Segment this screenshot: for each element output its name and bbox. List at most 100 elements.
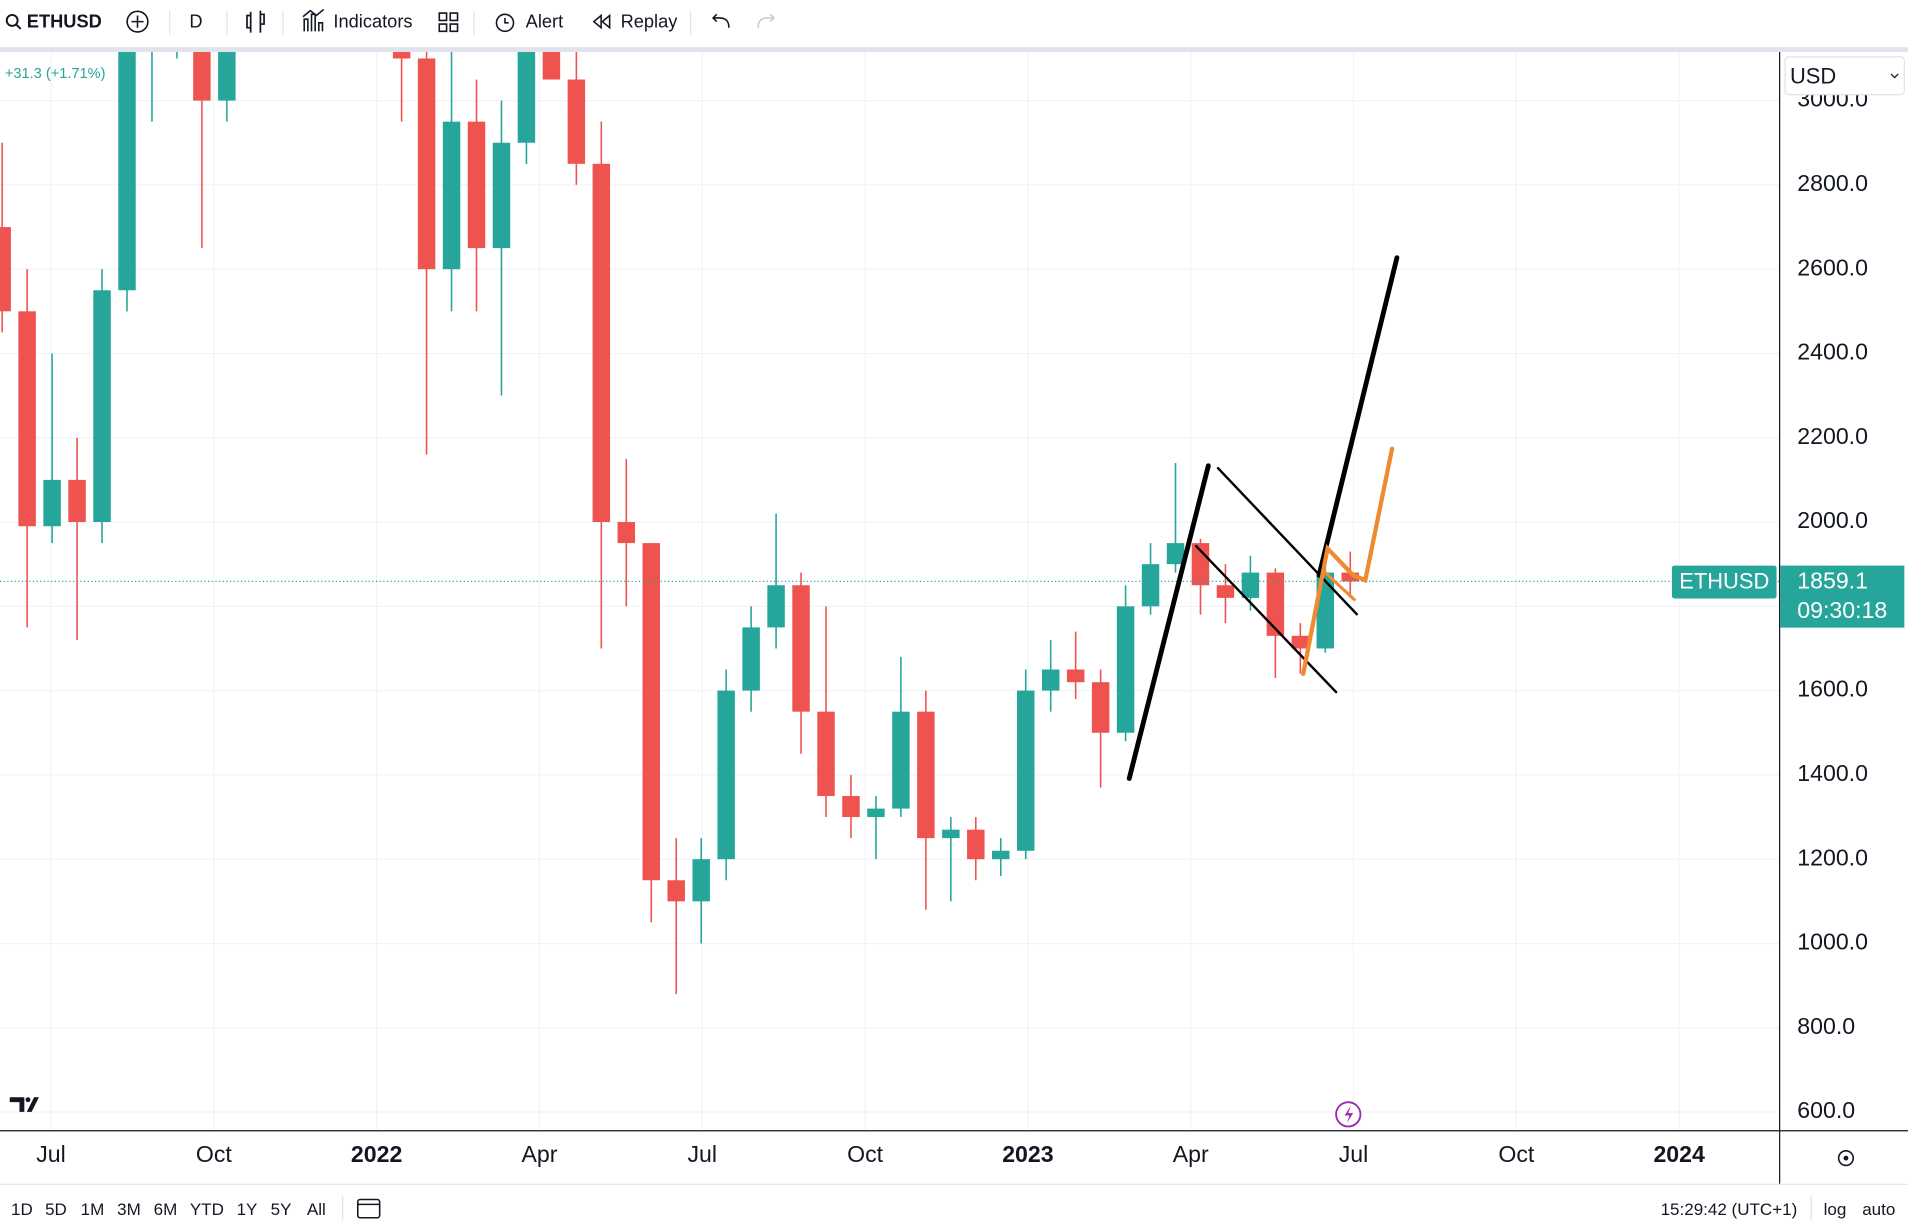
date-range-button[interactable] — [356, 1198, 381, 1219]
timeframe-button[interactable]: YTD — [190, 1200, 224, 1219]
projection-line — [1321, 568, 1356, 602]
candle-body — [742, 627, 760, 691]
undo-button[interactable] — [711, 13, 730, 28]
compare-button[interactable] — [126, 10, 149, 33]
candle-body — [118, 52, 136, 291]
x-tick-label: Oct — [847, 1141, 884, 1167]
candle-body — [93, 290, 111, 523]
timeframe-button[interactable]: 5Y — [271, 1200, 292, 1219]
candle-body — [842, 795, 860, 818]
time-axis — [0, 1131, 1780, 1183]
price-change: +31.3 (+1.71%) — [5, 66, 106, 82]
candle-body — [218, 52, 236, 101]
x-tick-label: Oct — [1498, 1141, 1535, 1167]
redo-button[interactable] — [757, 13, 776, 28]
drawings — [1126, 255, 1400, 781]
candle-body — [892, 711, 910, 809]
search-icon — [15, 23, 22, 30]
y-tick-label: 2400.0 — [1797, 339, 1868, 365]
clock: 15:29:42 (UTC+1) — [1661, 1200, 1798, 1219]
candle-body — [43, 479, 61, 527]
symbol-badge-label: ETHUSD — [1679, 568, 1769, 593]
candle-body — [967, 829, 985, 860]
timeframe-button[interactable]: 1Y — [237, 1200, 258, 1219]
x-tick-label: Jul — [36, 1141, 66, 1167]
candle-body — [517, 52, 536, 143]
countdown: 09:30:18 — [1797, 597, 1887, 623]
candle-body — [1166, 543, 1185, 565]
candle-body — [992, 850, 1010, 860]
candle-body — [817, 711, 835, 796]
timeframe-button[interactable]: 1M — [81, 1200, 105, 1219]
candle-body — [417, 58, 436, 270]
chart-type-button[interactable] — [246, 10, 265, 33]
x-tick-label: 2022 — [351, 1141, 402, 1167]
timeframe-button[interactable]: 1D — [11, 1200, 33, 1219]
candle-body — [692, 859, 710, 902]
timeframe-button[interactable]: 3M — [117, 1200, 141, 1219]
candle-body — [617, 522, 636, 544]
indicators-icon — [302, 8, 325, 32]
currency-select[interactable] — [1784, 56, 1905, 96]
x-tick-label: Jul — [687, 1141, 717, 1167]
replay-button[interactable]: Replay — [621, 11, 679, 32]
candle-body — [917, 711, 935, 839]
settings-icon — [1843, 1155, 1849, 1161]
candle-body — [1141, 564, 1160, 607]
candle-body — [0, 227, 11, 312]
candle-body — [942, 829, 960, 839]
symbol-badge — [1671, 565, 1777, 599]
candle-body — [867, 808, 885, 818]
channel-line — [1216, 466, 1358, 616]
candle-body — [1091, 682, 1110, 733]
candle-body — [193, 52, 211, 101]
dropdown-icon — [1890, 73, 1899, 79]
trend-line — [1126, 463, 1211, 781]
currency: USD — [1790, 63, 1836, 88]
y-tick-label: 1600.0 — [1797, 676, 1868, 702]
alert-icon — [504, 17, 509, 24]
timeframe-button[interactable]: 5D — [45, 1200, 67, 1219]
channel-line — [1194, 544, 1338, 694]
replay-icon — [592, 13, 611, 30]
alert-button[interactable]: Alert — [526, 11, 564, 32]
interval[interactable]: D — [189, 11, 202, 32]
y-tick-label: 2000.0 — [1797, 507, 1868, 533]
candle-body — [592, 163, 611, 523]
candle-body — [1291, 635, 1310, 649]
candle-body — [18, 311, 36, 527]
candle-body — [767, 585, 785, 628]
y-tick-label: 600.0 — [1797, 1097, 1855, 1123]
indicators-button[interactable]: Indicators — [333, 11, 412, 32]
search-icon[interactable] — [5, 13, 19, 27]
y-tick-label: 800.0 — [1797, 1013, 1855, 1039]
candle-body — [667, 880, 685, 902]
candle-body — [567, 79, 586, 164]
candle-body — [1241, 572, 1260, 598]
timeframe-button[interactable]: 6M — [154, 1200, 178, 1219]
candle-body — [642, 543, 660, 881]
candle-body — [1066, 669, 1085, 683]
y-tick-label: 2800.0 — [1797, 170, 1868, 196]
y-tick-label: 2200.0 — [1797, 423, 1868, 449]
x-tick-label: Jul — [1339, 1141, 1369, 1167]
x-tick-label: Oct — [196, 1141, 233, 1167]
scale-option[interactable]: auto — [1862, 1200, 1895, 1219]
y-tick-label: 2600.0 — [1797, 254, 1868, 280]
layouts-button[interactable] — [438, 12, 459, 33]
toolbar-border — [0, 47, 1908, 53]
candle-body — [542, 52, 561, 80]
x-tick-label: 2024 — [1653, 1141, 1705, 1167]
candle-body — [442, 121, 461, 270]
candle-body — [1266, 572, 1285, 636]
events-icon — [1344, 1105, 1354, 1123]
symbol[interactable]: ETHUSD — [27, 11, 102, 32]
candle-body — [492, 142, 511, 249]
toolbar — [0, 3, 1908, 48]
settings-button[interactable] — [1837, 1150, 1855, 1167]
candle-body — [1016, 690, 1035, 851]
x-tick-label: Apr — [1173, 1141, 1209, 1167]
scale-option[interactable]: log — [1824, 1200, 1847, 1219]
timeframe-button[interactable]: All — [307, 1200, 326, 1219]
